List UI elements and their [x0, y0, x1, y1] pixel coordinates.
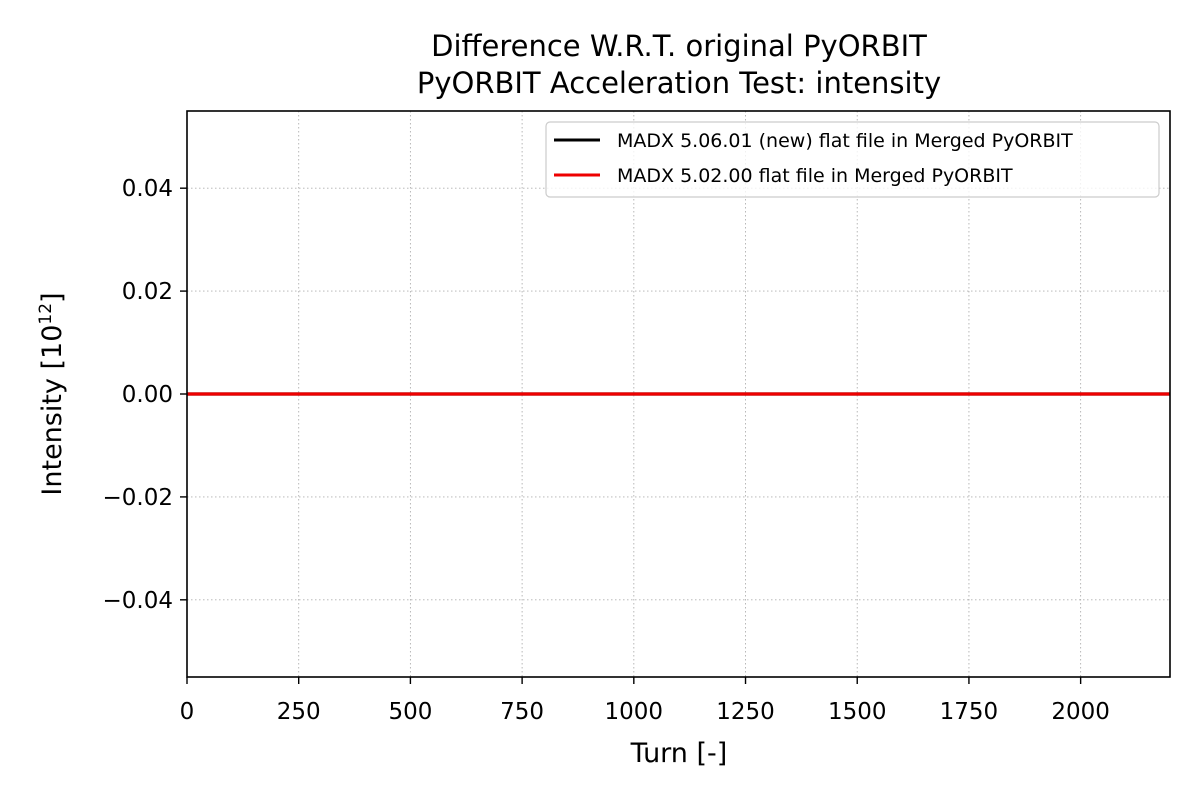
y-tick-label: 0.00 [122, 382, 173, 408]
legend: MADX 5.06.01 (new) flat file in Merged P… [545, 121, 1160, 198]
chart-title: Difference W.R.T. original PyORBIT [431, 29, 927, 63]
x-tick-label: 750 [500, 699, 544, 725]
x-tick-label: 1000 [605, 699, 664, 725]
y-tick-label: 0.02 [122, 279, 173, 305]
y-axis-label-suffix: ] [37, 292, 68, 303]
chart-subtitle: PyORBIT Acceleration Test: intensity [417, 66, 941, 100]
x-axis-label: Turn [-] [630, 738, 728, 769]
y-axis-label-exponent: 12 [36, 303, 56, 325]
x-tick-label: 0 [180, 699, 195, 725]
legend-label-1: MADX 5.06.01 (new) flat file in Merged P… [617, 130, 1073, 152]
y-axis: −0.04 −0.02 0.00 0.02 0.04 [103, 176, 187, 614]
x-tick-label: 1500 [828, 699, 887, 725]
y-tick-label: 0.04 [122, 176, 173, 202]
x-axis: 0 250 500 750 1000 1250 1500 1750 2000 [180, 677, 1110, 725]
x-tick-label: 1750 [940, 699, 999, 725]
legend-label-2: MADX 5.02.00 flat file in Merged PyORBIT [617, 165, 1013, 187]
x-tick-label: 250 [277, 699, 321, 725]
x-tick-label: 2000 [1051, 699, 1110, 725]
x-tick-label: 1250 [716, 699, 775, 725]
y-axis-label: Intensity [1012] [36, 292, 68, 495]
x-tick-label: 500 [388, 699, 432, 725]
y-tick-label: −0.02 [103, 485, 173, 511]
legend-box [545, 121, 1160, 198]
y-axis-label-prefix: Intensity [10 [37, 325, 68, 496]
y-tick-label: −0.04 [103, 588, 173, 614]
